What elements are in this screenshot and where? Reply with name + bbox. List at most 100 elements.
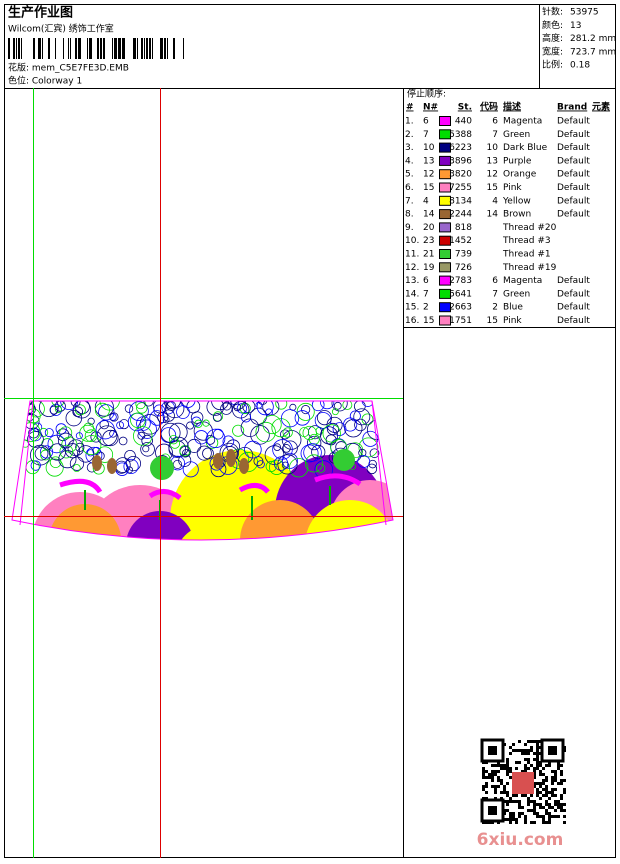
qr-cell bbox=[536, 767, 539, 770]
qr-cell bbox=[503, 785, 506, 788]
stitch-loop bbox=[95, 420, 115, 440]
color-swatch bbox=[439, 155, 451, 166]
barcode-bar bbox=[8, 38, 10, 59]
stitch-loop bbox=[99, 401, 120, 411]
stitch-loop bbox=[48, 443, 66, 461]
qr-cell bbox=[560, 770, 563, 773]
barcode-bar bbox=[164, 38, 166, 59]
brand: Default bbox=[557, 117, 590, 127]
barcode-bar bbox=[100, 38, 102, 59]
qr-cell bbox=[527, 800, 530, 803]
qr-cell bbox=[521, 770, 524, 773]
stitch-loop bbox=[282, 427, 293, 438]
stitch-loop bbox=[358, 448, 367, 458]
qr-cell bbox=[497, 779, 500, 782]
qr-cell bbox=[536, 761, 539, 764]
description: Magenta bbox=[503, 276, 542, 286]
stitch-loop bbox=[281, 409, 300, 428]
qr-cell bbox=[515, 761, 518, 764]
row-number: 10. bbox=[405, 236, 419, 246]
design: 花版: mem_C5E7FE3D.EMB bbox=[8, 62, 129, 74]
code: 13 bbox=[487, 156, 498, 166]
stitch-loop bbox=[296, 402, 315, 421]
stitch-loop bbox=[59, 426, 73, 440]
qr-cell bbox=[560, 764, 563, 767]
barcode-bar bbox=[173, 38, 175, 59]
stitch-loop bbox=[119, 419, 130, 430]
qr-cell bbox=[533, 782, 536, 785]
qr-cell bbox=[509, 767, 512, 770]
stitch-loop bbox=[160, 422, 181, 443]
barcode-bar bbox=[38, 38, 41, 59]
qr-cell bbox=[545, 776, 548, 779]
qr-cell bbox=[518, 803, 521, 806]
stitch-loop bbox=[369, 448, 380, 459]
qr-cell bbox=[527, 809, 530, 812]
description: Brown bbox=[503, 210, 531, 220]
stitch-loop bbox=[109, 412, 119, 422]
qr-logo bbox=[512, 772, 534, 794]
qr-cell bbox=[542, 773, 545, 776]
qr-cell bbox=[524, 749, 527, 752]
qr-cell bbox=[509, 821, 512, 824]
qr-cell bbox=[506, 761, 509, 764]
qr-cell bbox=[506, 794, 509, 797]
stitch-loop bbox=[233, 403, 242, 412]
stitch-loop bbox=[353, 401, 366, 413]
qr-cell bbox=[539, 797, 542, 800]
qr-cell bbox=[488, 773, 491, 776]
brand: Default bbox=[557, 183, 590, 193]
color-swatch bbox=[439, 129, 451, 140]
stitch-loop bbox=[294, 410, 311, 426]
stitch-loop bbox=[206, 428, 226, 449]
qr-cell bbox=[536, 743, 539, 746]
description: Yellow bbox=[502, 196, 531, 206]
stitch-loop bbox=[222, 401, 232, 411]
code: 6 bbox=[492, 276, 498, 286]
stitch-loop bbox=[191, 416, 202, 427]
stitch-loop bbox=[94, 402, 110, 418]
barcode-bar bbox=[167, 38, 168, 59]
qr-cell bbox=[503, 791, 506, 794]
row-number: 7. bbox=[405, 196, 414, 206]
qr-cell bbox=[512, 749, 515, 752]
needle: 20 bbox=[423, 223, 435, 233]
qr-cell bbox=[554, 776, 557, 779]
qr-cell bbox=[545, 821, 548, 824]
stitch-loop bbox=[277, 454, 298, 475]
qr-cell bbox=[518, 749, 521, 752]
stitch-loop bbox=[149, 410, 165, 426]
qr-cell bbox=[545, 791, 548, 794]
row-number: 4. bbox=[405, 156, 414, 166]
color-swatch bbox=[439, 195, 451, 206]
needle: 4 bbox=[423, 196, 429, 206]
qr-cell bbox=[554, 800, 557, 803]
column-header: 描述 bbox=[503, 101, 521, 113]
qr-cell bbox=[533, 758, 536, 761]
color-swatch bbox=[439, 288, 451, 299]
qr-cell bbox=[482, 785, 485, 788]
qr-cell bbox=[506, 770, 509, 773]
stat-label: 高度: bbox=[542, 32, 563, 44]
qr-cell bbox=[524, 815, 527, 818]
qr-cell bbox=[545, 809, 548, 812]
qr-cell bbox=[506, 782, 509, 785]
stitch-loop bbox=[240, 412, 252, 423]
brand: Default bbox=[557, 196, 590, 206]
stitch-loop bbox=[168, 422, 188, 442]
stitch-loop bbox=[205, 434, 216, 445]
qr-cell bbox=[563, 779, 566, 782]
qr-cell bbox=[512, 800, 515, 803]
stitch-loop bbox=[72, 464, 81, 473]
stitches: 5641 bbox=[449, 289, 472, 299]
qr-cell bbox=[542, 806, 545, 809]
needle: 6 bbox=[423, 276, 429, 286]
qr-cell bbox=[491, 785, 494, 788]
barcode-bar bbox=[183, 38, 184, 59]
qr-cell bbox=[518, 761, 521, 764]
stitch-loop bbox=[47, 434, 66, 454]
qr-cell bbox=[536, 740, 539, 743]
qr-cell bbox=[518, 812, 521, 815]
brand: Default bbox=[557, 143, 590, 153]
qr-cell bbox=[557, 764, 560, 767]
